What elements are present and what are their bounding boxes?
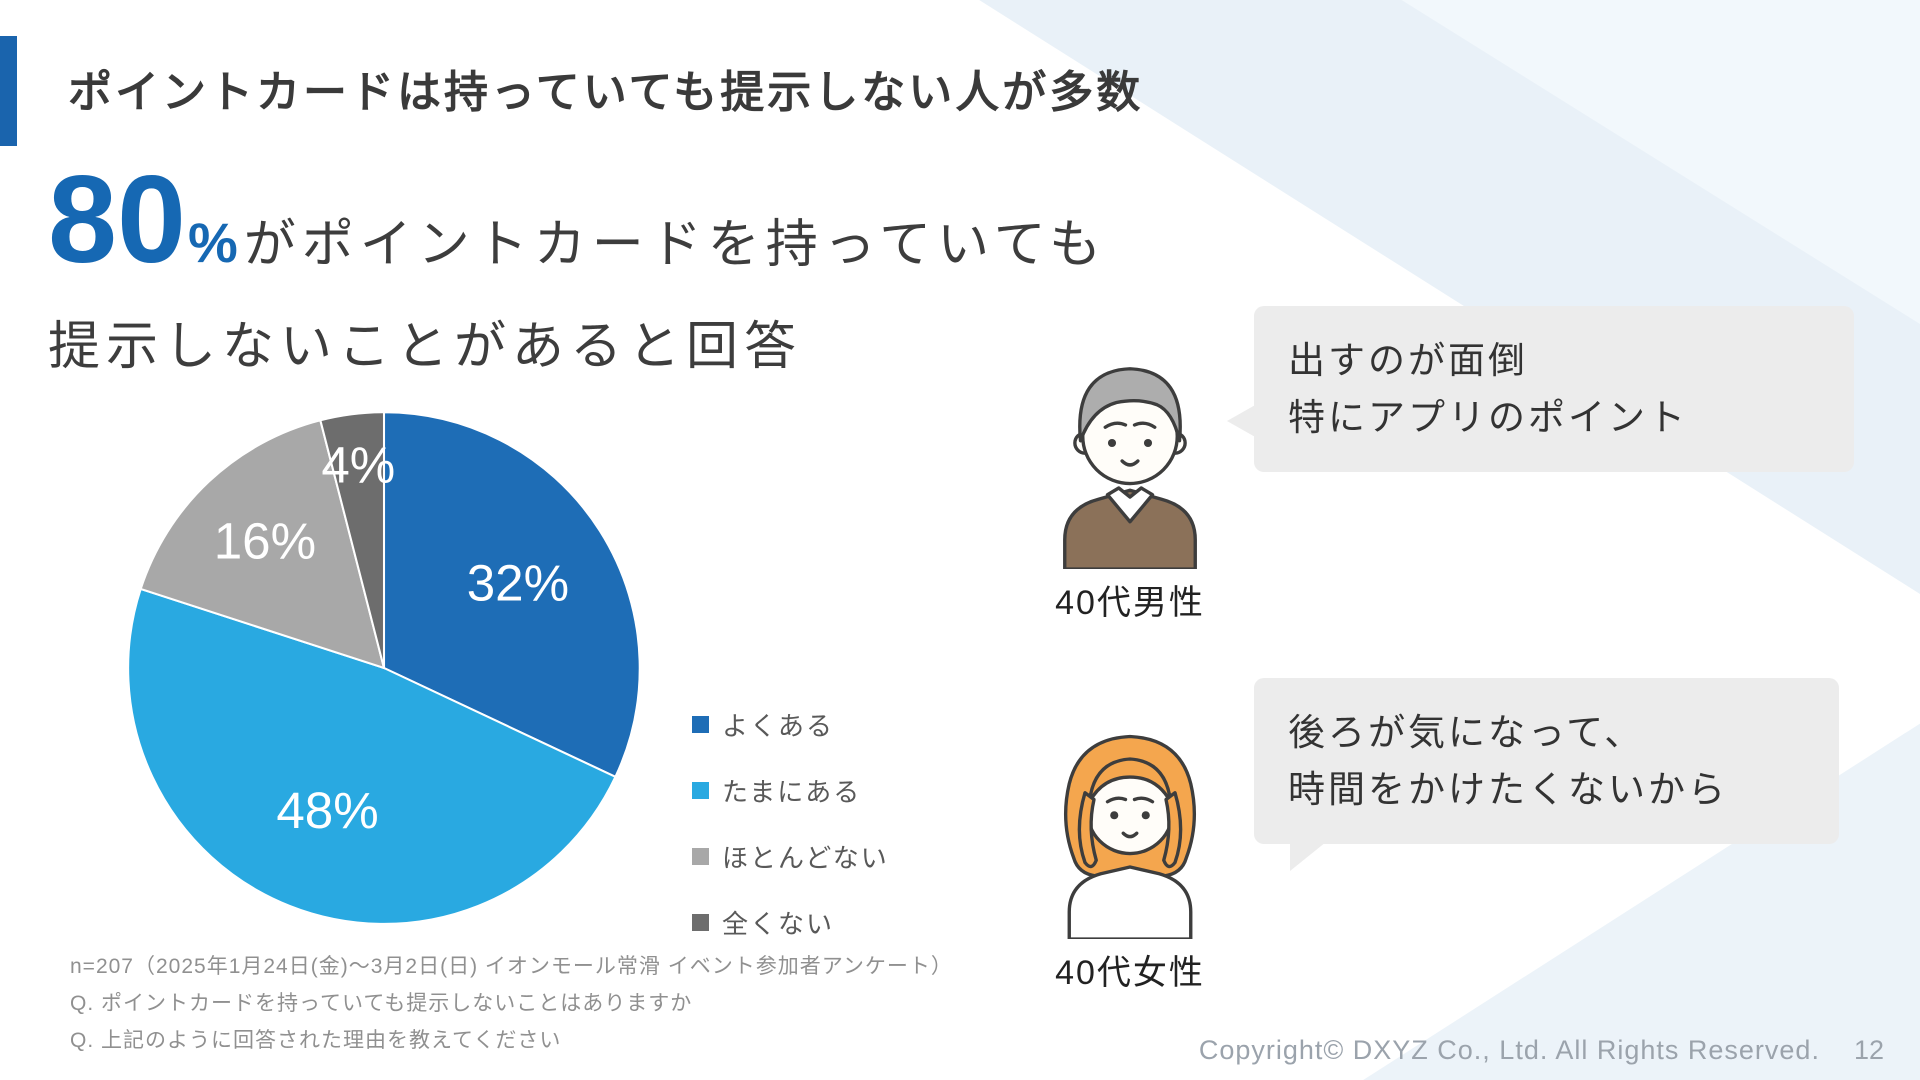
pie-slice-0 xyxy=(382,411,641,779)
legend-swatch-icon xyxy=(692,716,709,733)
footnote-question1: Q. ポイントカードを持っていても提示しないことはありますか xyxy=(70,992,693,1015)
footnote-sample: n=207（2025年1月24日(金)〜3月2日(日) イオンモール常滑 イベン… xyxy=(70,955,953,978)
persona-female-label: 40代女性 xyxy=(1055,954,1205,992)
headline-big-number: 80 xyxy=(48,151,186,289)
persona-male: 40代男性 xyxy=(1030,344,1230,624)
legend-item: たまにある xyxy=(692,772,889,809)
title-accent-bar xyxy=(0,36,17,146)
persona-male-label: 40代男性 xyxy=(1055,584,1205,622)
pie-chart-svg: 32% 48% 16%4% xyxy=(127,411,641,925)
legend-item: 全くない xyxy=(692,904,889,941)
quote-line: 特にアプリのポイント xyxy=(1288,397,1688,438)
speech-bubble-tail xyxy=(1290,842,1326,871)
pie-data-label-0: 32% xyxy=(467,554,569,611)
speech-bubble-tail xyxy=(1227,404,1257,438)
legend-item: よくある xyxy=(692,706,889,743)
survey-footnotes: n=207（2025年1月24日(金)〜3月2日(日) イオンモール常滑 イベン… xyxy=(70,948,953,1059)
persona-female: 40代女性 xyxy=(1030,714,1230,994)
quote-line: 時間をかけたくないから xyxy=(1288,769,1728,810)
legend-swatch-icon xyxy=(692,914,709,931)
headline-statement: 80 % がポイントカードを持っていても 提示しないことがあると回答 xyxy=(48,158,1107,379)
headline-line1: 80 % がポイントカードを持っていても xyxy=(48,158,1107,282)
headline-percent-sign: % xyxy=(187,211,238,274)
page-number: 12 xyxy=(1853,1035,1884,1065)
quote-line: 出すのが面倒 xyxy=(1288,340,1528,381)
legend-item: ほとんどない xyxy=(692,838,889,875)
headline-text-line2: 提示しないことがあると回答 xyxy=(48,318,803,376)
pie-legend: よくあるたまにあるほとんどない 全くない xyxy=(692,706,889,941)
pie-data-label-1: 48% xyxy=(276,782,378,839)
pie-slice-1 xyxy=(127,587,617,925)
woman-avatar-illustration xyxy=(1064,734,1196,939)
legend-label: たまにある xyxy=(722,777,862,807)
quote-line: 後ろが気になって、 xyxy=(1288,712,1645,753)
footnote-question2: Q. 上記のように回答された理由を教えてください xyxy=(70,1029,562,1052)
page-title: ポイントカードは持っていても提示しない人が多数 xyxy=(68,68,1144,117)
man-avatar-illustration xyxy=(1063,367,1197,569)
speech-bubble-male: 出すのが面倒 特にアプリのポイント xyxy=(1227,306,1854,472)
copyright-text: Copyright© DXYZ Co., Ltd. All Rights Res… xyxy=(1198,1035,1820,1065)
legend-label: ほとんどない xyxy=(722,843,889,873)
legend-swatch-icon xyxy=(692,848,709,865)
slide-footer: Copyright© DXYZ Co., Ltd. All Rights Res… xyxy=(1199,1035,1884,1066)
speech-bubble-female: 後ろが気になって、 時間をかけたくないから xyxy=(1254,678,1839,871)
headline-text-line1: がポイントカードを持っていても xyxy=(243,216,1107,274)
pie-slice-3 xyxy=(319,411,386,669)
legend-label: よくある xyxy=(722,711,835,741)
pie-slice-2 xyxy=(139,419,386,670)
legend-swatch-icon xyxy=(692,782,709,799)
legend-label: 全くない xyxy=(722,909,835,939)
pie-data-label-3: 4% xyxy=(321,436,395,493)
pie-data-label-2: 16% xyxy=(214,513,316,570)
